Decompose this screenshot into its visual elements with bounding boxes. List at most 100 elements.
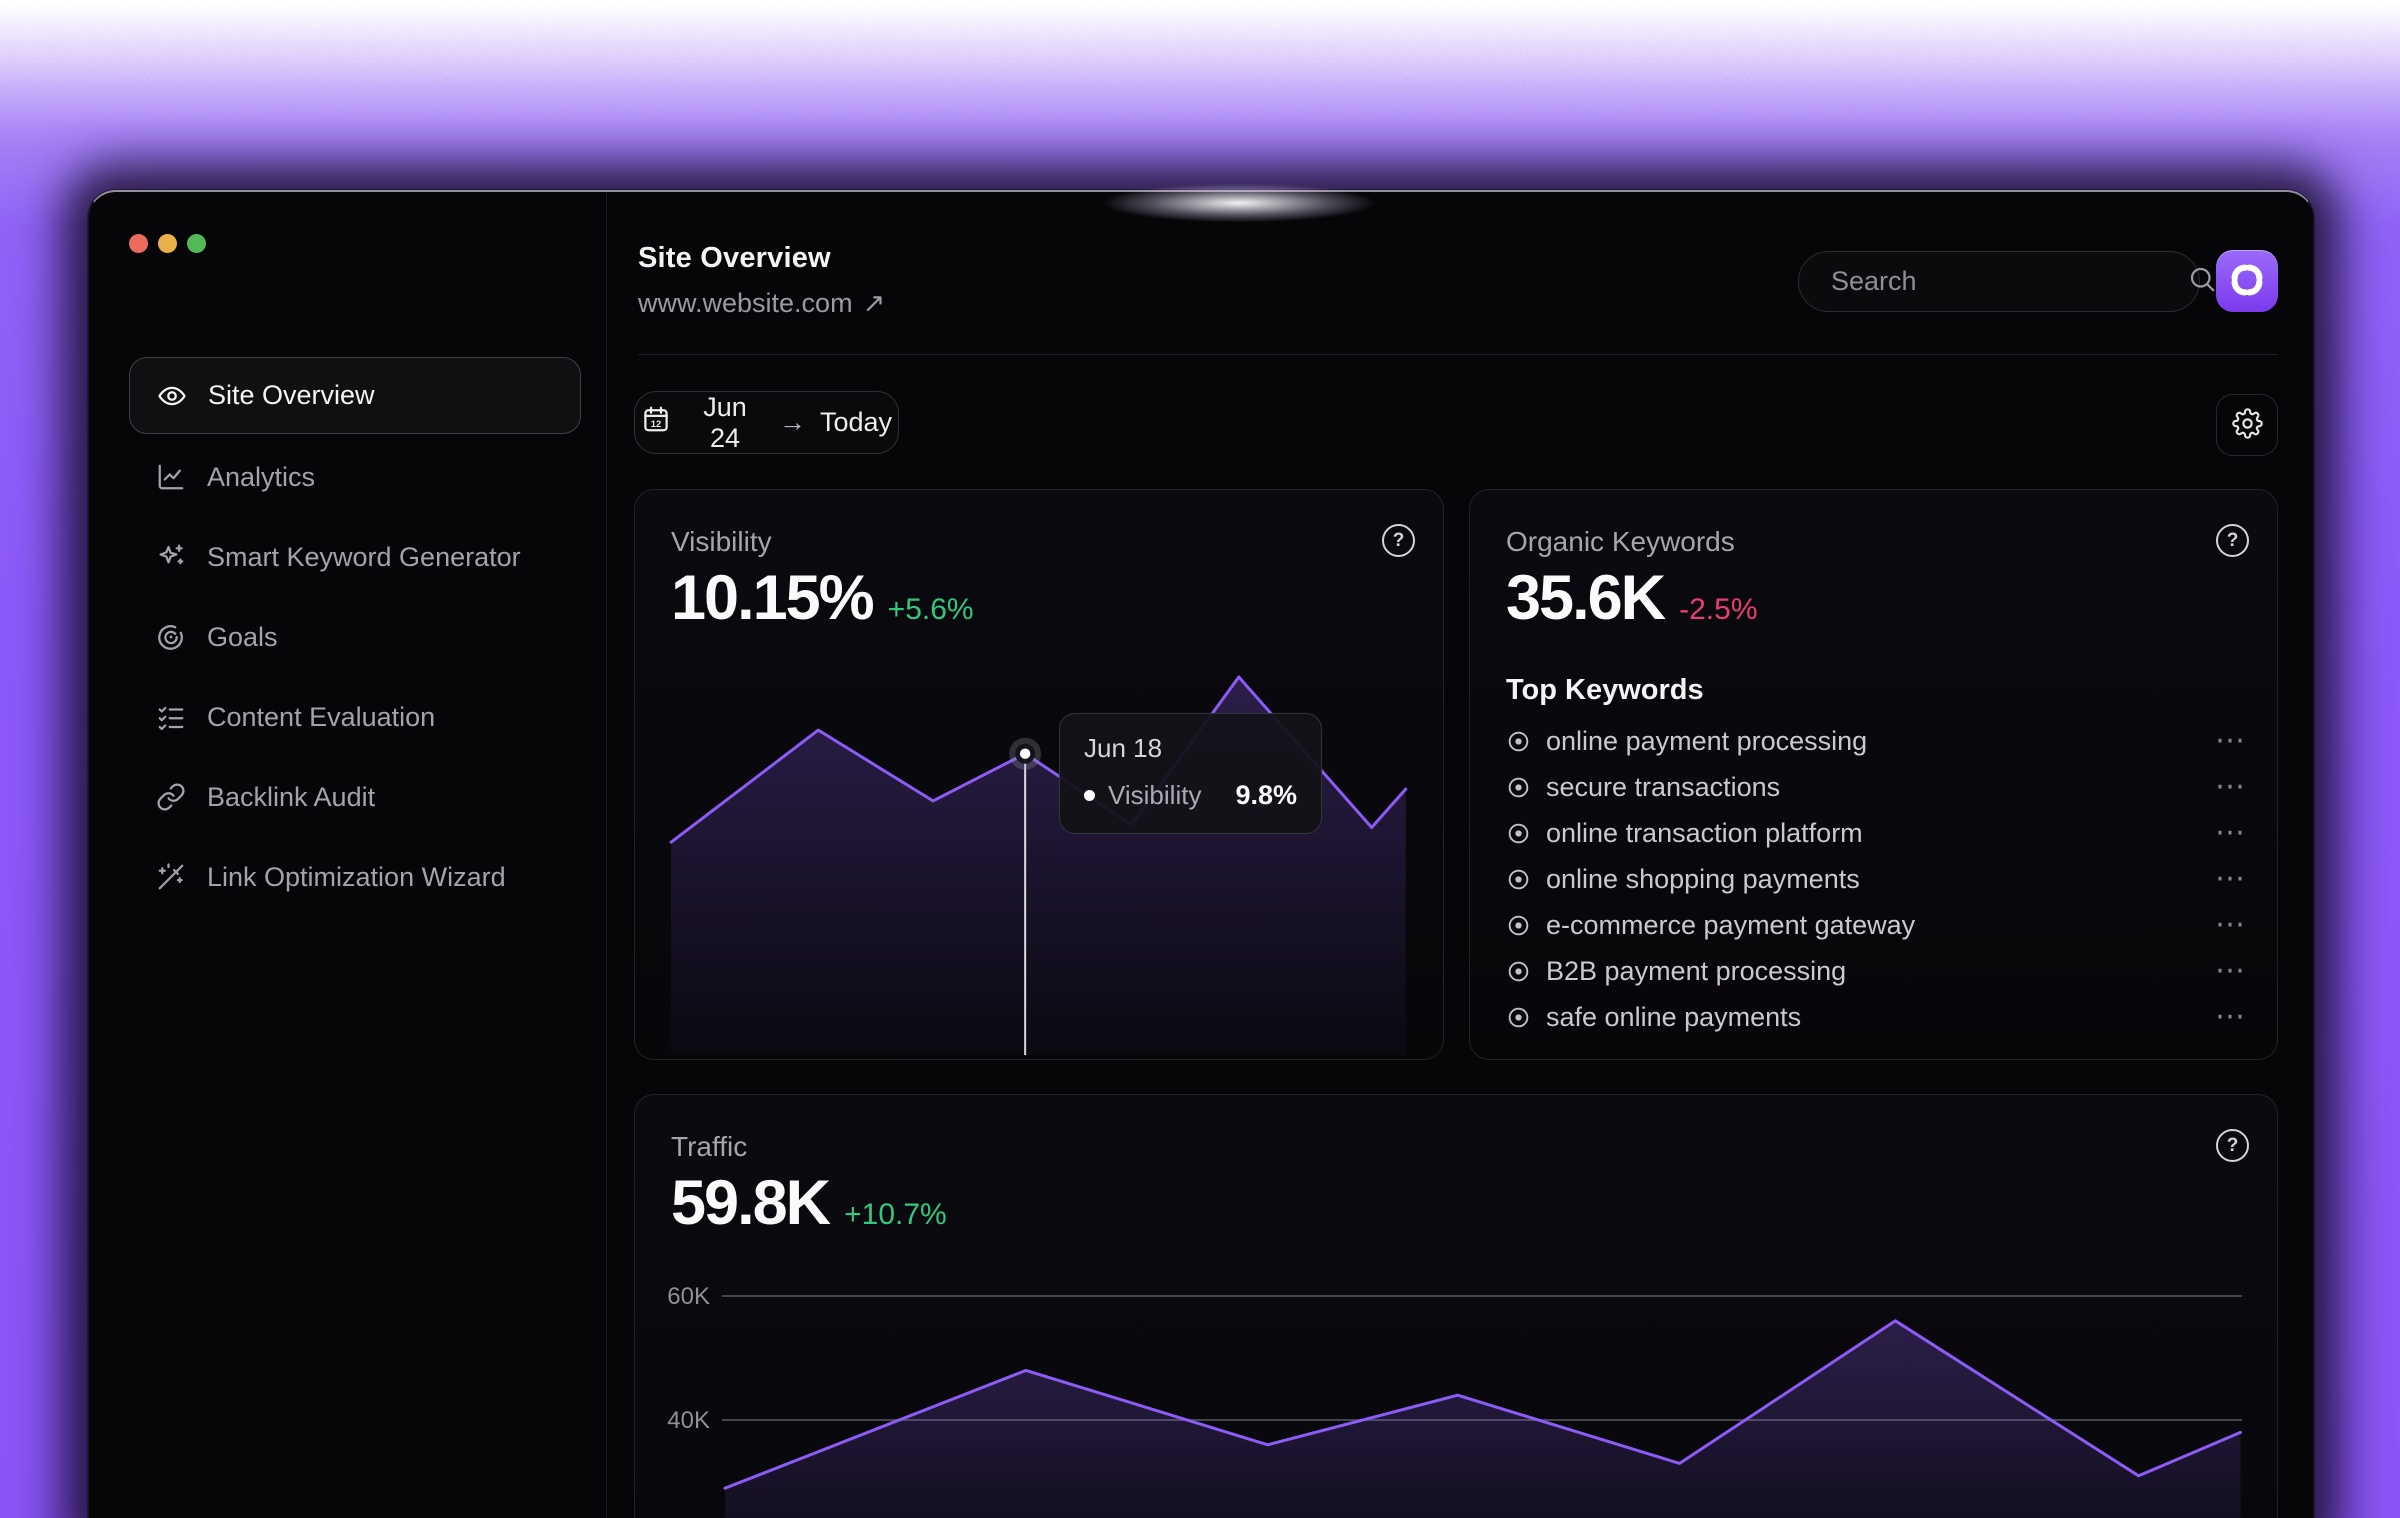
help-icon[interactable]: ? bbox=[2216, 1129, 2249, 1162]
sidebar-item-label: Goals bbox=[207, 621, 278, 652]
traffic-value: 59.8K bbox=[671, 1168, 831, 1238]
keyword-text: online transaction platform bbox=[1546, 817, 1863, 848]
traffic-value-row: 59.8K +10.7% bbox=[671, 1167, 947, 1239]
eye-icon bbox=[157, 381, 187, 411]
organic-keywords-value-row: 35.6K -2.5% bbox=[1506, 562, 1758, 634]
keyword-bullseye-icon bbox=[1506, 913, 1531, 938]
help-icon[interactable]: ? bbox=[1382, 524, 1415, 557]
checklist-icon bbox=[156, 702, 186, 732]
keyword-row: secure transactions ⋯ bbox=[1506, 764, 2247, 810]
analytics-chart-icon bbox=[156, 462, 186, 492]
keyword-text: e-commerce payment gateway bbox=[1546, 909, 1916, 940]
keyword-menu-button[interactable]: ⋯ bbox=[2215, 908, 2245, 941]
keyword-menu-button[interactable]: ⋯ bbox=[2215, 770, 2245, 803]
card-title: Traffic bbox=[671, 1131, 748, 1162]
traffic-delta: +10.7% bbox=[844, 1198, 947, 1231]
keyword-bullseye-icon bbox=[1506, 867, 1531, 892]
card-title: Visibility bbox=[671, 526, 772, 557]
keyword-row: B2B payment processing ⋯ bbox=[1506, 948, 2247, 994]
top-keywords-title: Top Keywords bbox=[1506, 674, 1704, 706]
calendar-icon: 12 bbox=[641, 404, 671, 441]
main-content: Site Overview www.website.com ↗ 12 Jun 2… bbox=[606, 192, 2313, 1518]
page-title: Site Overview bbox=[638, 242, 831, 274]
sidebar-item[interactable]: Site Overview bbox=[129, 357, 581, 434]
page-header: Site Overview www.website.com ↗ bbox=[638, 242, 885, 319]
header-divider bbox=[638, 354, 2278, 355]
search-input[interactable] bbox=[1829, 265, 2187, 298]
sidebar-item[interactable]: Link Optimization Wizard bbox=[129, 837, 581, 917]
visibility-card: Visibility ? 10.15% +5.6% Jun 18 Visibil… bbox=[634, 489, 1444, 1060]
sidebar-item-label: Analytics bbox=[207, 461, 316, 492]
sidebar-item[interactable]: Analytics bbox=[129, 437, 581, 517]
sidebar: Site Overview Analytics Smart Keyword Ge… bbox=[89, 192, 607, 1518]
pinwheel-logo-icon bbox=[2228, 261, 2266, 302]
sidebar-item[interactable]: Backlink Audit bbox=[129, 757, 581, 837]
help-icon[interactable]: ? bbox=[2216, 524, 2249, 557]
app-logo-button[interactable] bbox=[2216, 250, 2278, 312]
keyword-menu-button[interactable]: ⋯ bbox=[2215, 862, 2245, 895]
sidebar-item-label: Site Overview bbox=[208, 380, 375, 410]
keyword-text: secure transactions bbox=[1546, 771, 1781, 802]
search-bar[interactable] bbox=[1798, 251, 2215, 312]
keyword-menu-button[interactable]: ⋯ bbox=[2215, 816, 2245, 849]
external-link-arrow-icon: ↗ bbox=[862, 288, 886, 318]
site-url-link[interactable]: www.website.com ↗ bbox=[638, 288, 885, 319]
visibility-delta: +5.6% bbox=[887, 593, 974, 626]
keyword-text: online shopping payments bbox=[1546, 863, 1860, 894]
traffic-light-button[interactable] bbox=[129, 234, 148, 253]
visibility-value-row: 10.15% +5.6% bbox=[671, 562, 974, 634]
arrow-right-icon: → bbox=[778, 407, 806, 437]
sidebar-item-label: Smart Keyword Generator bbox=[207, 541, 521, 572]
keyword-row: e-commerce payment gateway ⋯ bbox=[1506, 902, 2247, 948]
date-range-end: Today bbox=[819, 407, 892, 437]
keyword-menu-button[interactable]: ⋯ bbox=[2215, 954, 2245, 987]
chart-tooltip: Jun 18 Visibility 9.8% bbox=[1059, 713, 1322, 834]
keyword-row: online transaction platform ⋯ bbox=[1506, 810, 2247, 856]
sidebar-item-label: Link Optimization Wizard bbox=[207, 861, 506, 892]
tooltip-series: Visibility bbox=[1108, 780, 1202, 810]
sidebar-item-label: Content Evaluation bbox=[207, 701, 436, 732]
settings-button[interactable] bbox=[2216, 394, 2278, 456]
site-url-text: www.website.com bbox=[638, 288, 853, 318]
tooltip-date: Jun 18 bbox=[1084, 733, 1163, 763]
card-title: Organic Keywords bbox=[1506, 526, 1735, 557]
sidebar-item-label: Backlink Audit bbox=[207, 781, 376, 812]
keyword-row: online payment processing ⋯ bbox=[1506, 718, 2247, 764]
series-dot-icon bbox=[1084, 790, 1095, 801]
sidebar-item[interactable]: Goals bbox=[129, 597, 581, 677]
sidebar-nav: Site Overview Analytics Smart Keyword Ge… bbox=[129, 357, 581, 917]
keyword-bullseye-icon bbox=[1506, 959, 1531, 984]
keyword-text: safe online payments bbox=[1546, 1001, 1802, 1032]
organic-keywords-delta: -2.5% bbox=[1679, 593, 1758, 626]
keyword-row: online shopping payments ⋯ bbox=[1506, 856, 2247, 902]
svg-text:40K: 40K bbox=[667, 1407, 710, 1434]
keyword-text: B2B payment processing bbox=[1546, 955, 1847, 986]
search-icon bbox=[2187, 264, 2217, 299]
keyword-text: online payment processing bbox=[1546, 725, 1868, 756]
keyword-menu-button[interactable]: ⋯ bbox=[2215, 724, 2245, 757]
svg-text:12: 12 bbox=[651, 419, 661, 429]
svg-text:60K: 60K bbox=[667, 1283, 710, 1310]
tooltip-value: 9.8% bbox=[1235, 780, 1297, 810]
traffic-light-button[interactable] bbox=[187, 234, 206, 253]
goal-target-icon bbox=[156, 622, 186, 652]
traffic-chart[interactable]: 60K 40K bbox=[662, 1283, 2242, 1518]
sidebar-item[interactable]: Smart Keyword Generator bbox=[129, 517, 581, 597]
organic-keywords-card: Organic Keywords ? 35.6K -2.5% Top Keywo… bbox=[1469, 489, 2278, 1060]
sidebar-item[interactable]: Content Evaluation bbox=[129, 677, 581, 757]
tooltip-row: Visibility 9.8% bbox=[1084, 780, 1297, 811]
window-controls bbox=[129, 234, 206, 253]
keyword-bullseye-icon bbox=[1506, 775, 1531, 800]
wand-icon bbox=[156, 862, 186, 892]
date-range-button[interactable]: 12 Jun 24 → Today bbox=[634, 391, 899, 454]
link-icon bbox=[156, 782, 186, 812]
sparkles-icon bbox=[156, 542, 186, 572]
date-range-start: Jun 24 bbox=[703, 391, 747, 453]
app-window: Site Overview Analytics Smart Keyword Ge… bbox=[88, 170, 2314, 1518]
gear-icon bbox=[2231, 408, 2263, 442]
keyword-bullseye-icon bbox=[1506, 821, 1531, 846]
keyword-menu-button[interactable]: ⋯ bbox=[2215, 1000, 2245, 1033]
traffic-light-button[interactable] bbox=[158, 234, 177, 253]
organic-keywords-value: 35.6K bbox=[1506, 563, 1666, 633]
